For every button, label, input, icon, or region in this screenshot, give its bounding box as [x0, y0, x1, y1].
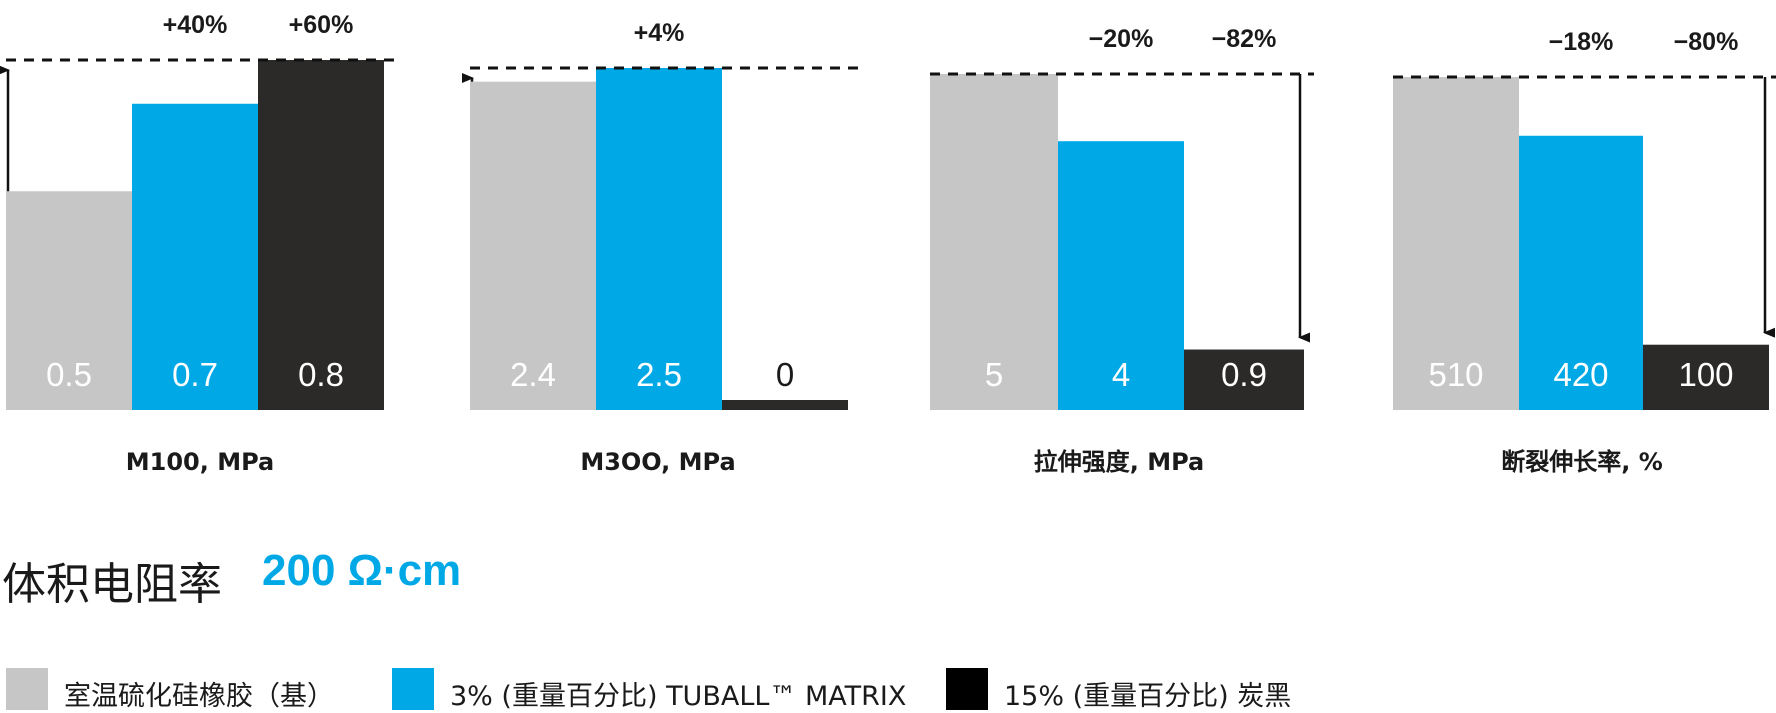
change-label: −18% — [1549, 28, 1614, 56]
change-label: +40% — [163, 11, 228, 39]
bar-value-label: 0.9 — [1221, 356, 1267, 393]
bar-base — [6, 191, 132, 410]
bar-base — [470, 81, 596, 411]
chart-panel-4: 510 420 100 −18% −80% 断裂伸长率, % — [1393, 28, 1776, 476]
legend-label-tuball: 3% (重量百分比) TUBALL™ MATRIX — [450, 681, 907, 712]
change-label: −80% — [1674, 28, 1739, 56]
bar-tuball — [132, 103, 258, 410]
bar-tuball — [1058, 141, 1184, 410]
change-label: −82% — [1212, 25, 1277, 53]
legend-swatch-tuball — [392, 668, 434, 710]
resistivity-value: 200 Ω·cm — [262, 546, 462, 595]
legend-label-carbon: 15% (重量百分比) 炭黑 — [1004, 681, 1292, 712]
chart-title: M3OO, MPa — [580, 448, 735, 476]
bar-value-label: 0.7 — [172, 356, 218, 393]
bar-carbon — [722, 400, 848, 410]
chart-panel-3: 5 4 0.9 −20% −82% 拉伸强度, MPa — [930, 25, 1314, 476]
chart-title: 拉伸强度, MPa — [1034, 448, 1205, 476]
bar-value-label: 2.4 — [510, 356, 556, 393]
bar-value-label: 4 — [1112, 356, 1130, 393]
bar-tuball — [1519, 135, 1643, 410]
legend-swatch-base — [6, 668, 48, 710]
legend-swatch-carbon — [946, 668, 988, 710]
bar-carbon — [258, 60, 384, 410]
bar-value-label: 0.8 — [298, 356, 344, 393]
bar-charts: 0.5 0.7 0.8 +40% +60% M100, MPa 2.4 2.5 0 +4% M3OO… — [0, 11, 1776, 476]
bar-carbon — [1643, 344, 1769, 410]
change-label: +60% — [289, 11, 354, 39]
bar-carbon — [1184, 349, 1304, 410]
bar-value-label: 420 — [1553, 356, 1608, 393]
bar-base — [930, 74, 1058, 410]
resistivity-label: 体积电阻率 — [2, 559, 222, 610]
chart-panel-1: 0.5 0.7 0.8 +40% +60% M100, MPa — [0, 11, 394, 476]
bar-value-label: 2.5 — [636, 356, 682, 393]
bar-value-label: 100 — [1678, 356, 1733, 393]
bar-tuball — [596, 68, 722, 410]
bar-value-label: 0 — [776, 356, 794, 393]
chart-title: 断裂伸长率, % — [1501, 448, 1663, 476]
bar-value-label: 0.5 — [46, 356, 92, 393]
bar-value-label: 510 — [1428, 356, 1483, 393]
bar-value-label: 5 — [985, 356, 1003, 393]
change-label: +4% — [634, 19, 685, 47]
bar-base — [1393, 77, 1519, 410]
chart-panel-2: 2.4 2.5 0 +4% M3OO, MPa — [462, 19, 858, 476]
legend: 室温硫化硅橡胶（基） 3% (重量百分比) TUBALL™ MATRIX 15%… — [6, 668, 1776, 712]
change-label: −20% — [1089, 25, 1154, 53]
chart-title: M100, MPa — [126, 448, 274, 476]
legend-label-base: 室温硫化硅橡胶（基） — [64, 681, 334, 712]
